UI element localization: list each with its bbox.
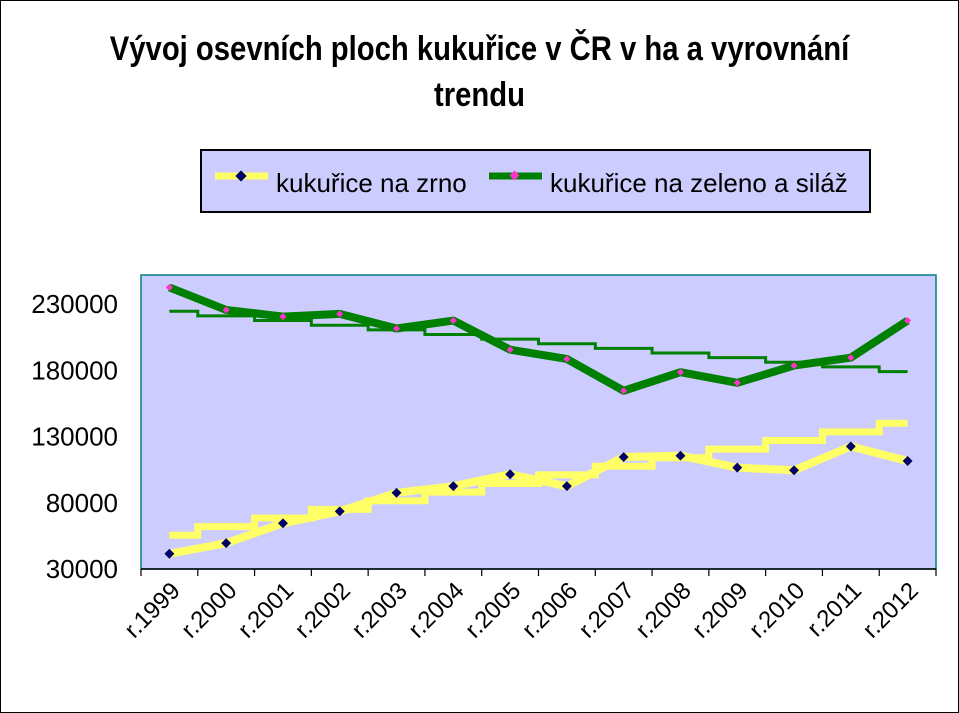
data-point [790, 362, 798, 370]
data-point [391, 487, 402, 498]
data-point [847, 354, 855, 362]
data-point [732, 462, 743, 473]
x-tick-label: r.2008 [630, 577, 696, 643]
data-point [505, 469, 516, 480]
x-tick-label: r.2005 [460, 577, 526, 643]
x-tick-label: r.2003 [346, 577, 412, 643]
data-point [279, 313, 287, 321]
x-tick-label: r.2010 [744, 577, 810, 643]
y-tick-label: 130000 [31, 422, 118, 452]
data-point [789, 465, 799, 476]
data-point [845, 441, 856, 452]
data-point [563, 355, 571, 363]
data-point [278, 518, 288, 529]
x-tick-label: r.2011 [802, 577, 867, 642]
data-point [393, 324, 401, 333]
data-point [620, 387, 628, 395]
chart-title: Vývoj osevních ploch kukuřice v ČR v ha … [109, 30, 850, 114]
data-point [676, 368, 684, 376]
y-tick-label: 180000 [31, 355, 118, 385]
x-tick-label: r.2007 [574, 577, 640, 643]
data-point [222, 306, 230, 314]
legend-marker-silaz [509, 170, 520, 181]
x-tick-label: r.2009 [687, 577, 753, 643]
x-tick-label: r.2002 [290, 577, 356, 643]
data-point [506, 346, 514, 354]
data-point [618, 452, 629, 462]
data-point [165, 283, 173, 291]
data-point [902, 456, 913, 466]
y-tick-label: 30000 [46, 554, 118, 584]
data-point [448, 481, 459, 492]
x-tick-label: r.2004 [403, 577, 469, 643]
data-point [904, 317, 912, 325]
x-tick-label: r.1999 [119, 577, 185, 643]
data-point [449, 317, 457, 325]
y-tick-label: 230000 [31, 289, 118, 319]
legend-label-zrno: kukuřice na zrno [276, 168, 467, 198]
y-tick-label: 80000 [46, 488, 118, 518]
x-tick-label: r.2006 [517, 577, 583, 643]
data-point [733, 379, 741, 387]
data-point [675, 450, 686, 461]
series-line-1 [167, 283, 910, 395]
data-point [561, 481, 572, 492]
legend-marker-zrno [235, 170, 247, 182]
x-tick-label: r.2012 [858, 577, 924, 643]
data-point [164, 548, 175, 559]
legend-label-silaz: kukuřice na zeleno a siláž [550, 168, 848, 198]
legend: kukuřice na zrno kukuřice na zeleno a si… [200, 149, 871, 213]
data-point [221, 538, 232, 549]
x-tick-label: r.2001 [233, 577, 299, 643]
x-tick-label: r.2000 [176, 577, 242, 643]
series-line-0 [168, 442, 909, 558]
data-point [336, 310, 344, 318]
